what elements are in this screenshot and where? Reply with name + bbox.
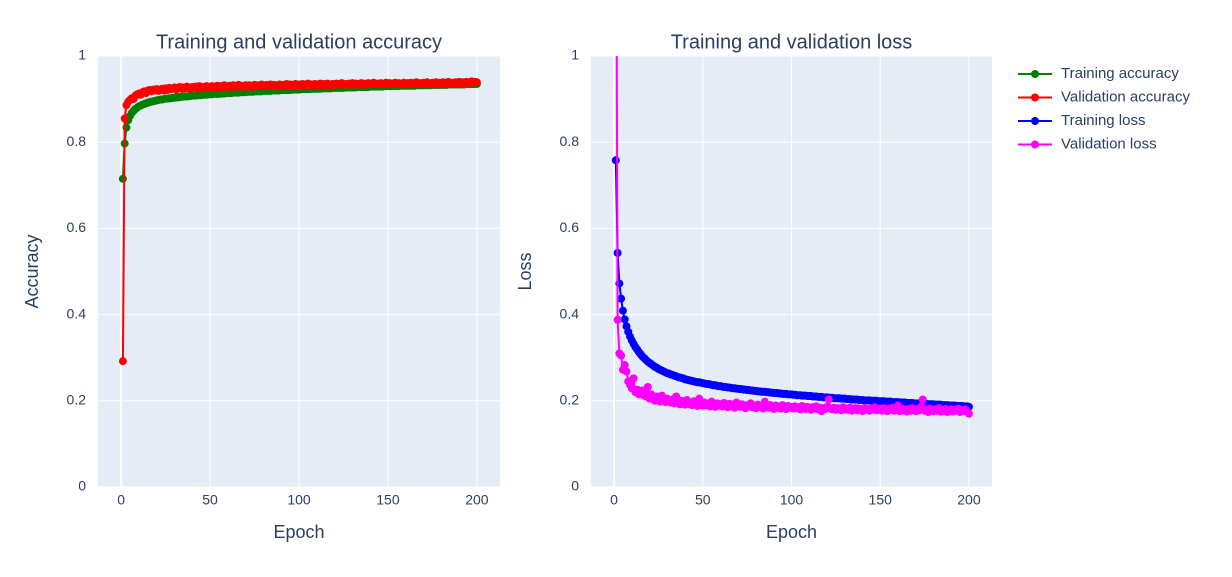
x-axis-title: Epoch [766,522,817,542]
y-axis-title: Loss [515,252,535,290]
data-point [120,114,129,123]
x-tick-label: 150 [376,492,400,508]
x-tick-label: 50 [695,492,711,508]
y-tick-label: 0 [571,478,579,494]
chart-title: Training and validation accuracy [156,31,442,53]
data-point [620,315,629,324]
x-tick-label: 100 [287,492,311,508]
x-tick-label: 0 [610,492,618,508]
y-tick-label: 1 [571,47,579,63]
x-axis-title: Epoch [273,522,324,542]
x-tick-label: 150 [869,492,893,508]
y-tick-label: 0.2 [560,392,580,408]
legend-marker [1031,93,1039,102]
data-point [472,78,481,87]
legend-label: Training loss [1061,112,1145,129]
data-point [643,383,652,392]
data-point [622,367,631,376]
legend-label: Training accuracy [1061,65,1179,82]
y-tick-label: 0.6 [67,219,87,235]
data-point [118,174,127,183]
data-point [964,409,973,418]
data-point [118,357,127,366]
plot-area [118,77,481,366]
x-tick-label: 200 [957,492,981,508]
y-tick-label: 1 [78,47,86,63]
y-tick-label: 0.8 [67,133,87,149]
plot-area [611,56,973,418]
chart-title: Training and validation loss [671,31,913,53]
y-tick-label: 0.4 [67,305,87,321]
data-point [611,156,620,165]
data-point [629,374,638,383]
data-point [617,351,626,360]
data-point [918,395,927,404]
x-tick-label: 0 [117,492,125,508]
y-axis-title: Accuracy [22,234,42,308]
y-tick-label: 0 [78,478,86,494]
data-point [620,361,629,370]
legend-label: Validation accuracy [1061,88,1190,105]
data-point [824,395,833,404]
legend-marker [1031,70,1039,78]
x-tick-label: 100 [780,492,804,508]
y-tick-label: 0.2 [67,392,87,408]
data-point [613,315,622,324]
data-point [617,294,626,303]
x-tick-label: 200 [465,492,489,508]
legend-marker [1031,140,1039,149]
y-tick-label: 0.6 [560,219,580,235]
y-tick-label: 0.8 [560,133,580,149]
legend-label: Validation loss [1061,135,1157,152]
data-point [618,306,627,315]
y-tick-label: 0.4 [560,305,580,321]
legend-marker [1031,117,1039,125]
x-tick-label: 50 [202,492,218,508]
